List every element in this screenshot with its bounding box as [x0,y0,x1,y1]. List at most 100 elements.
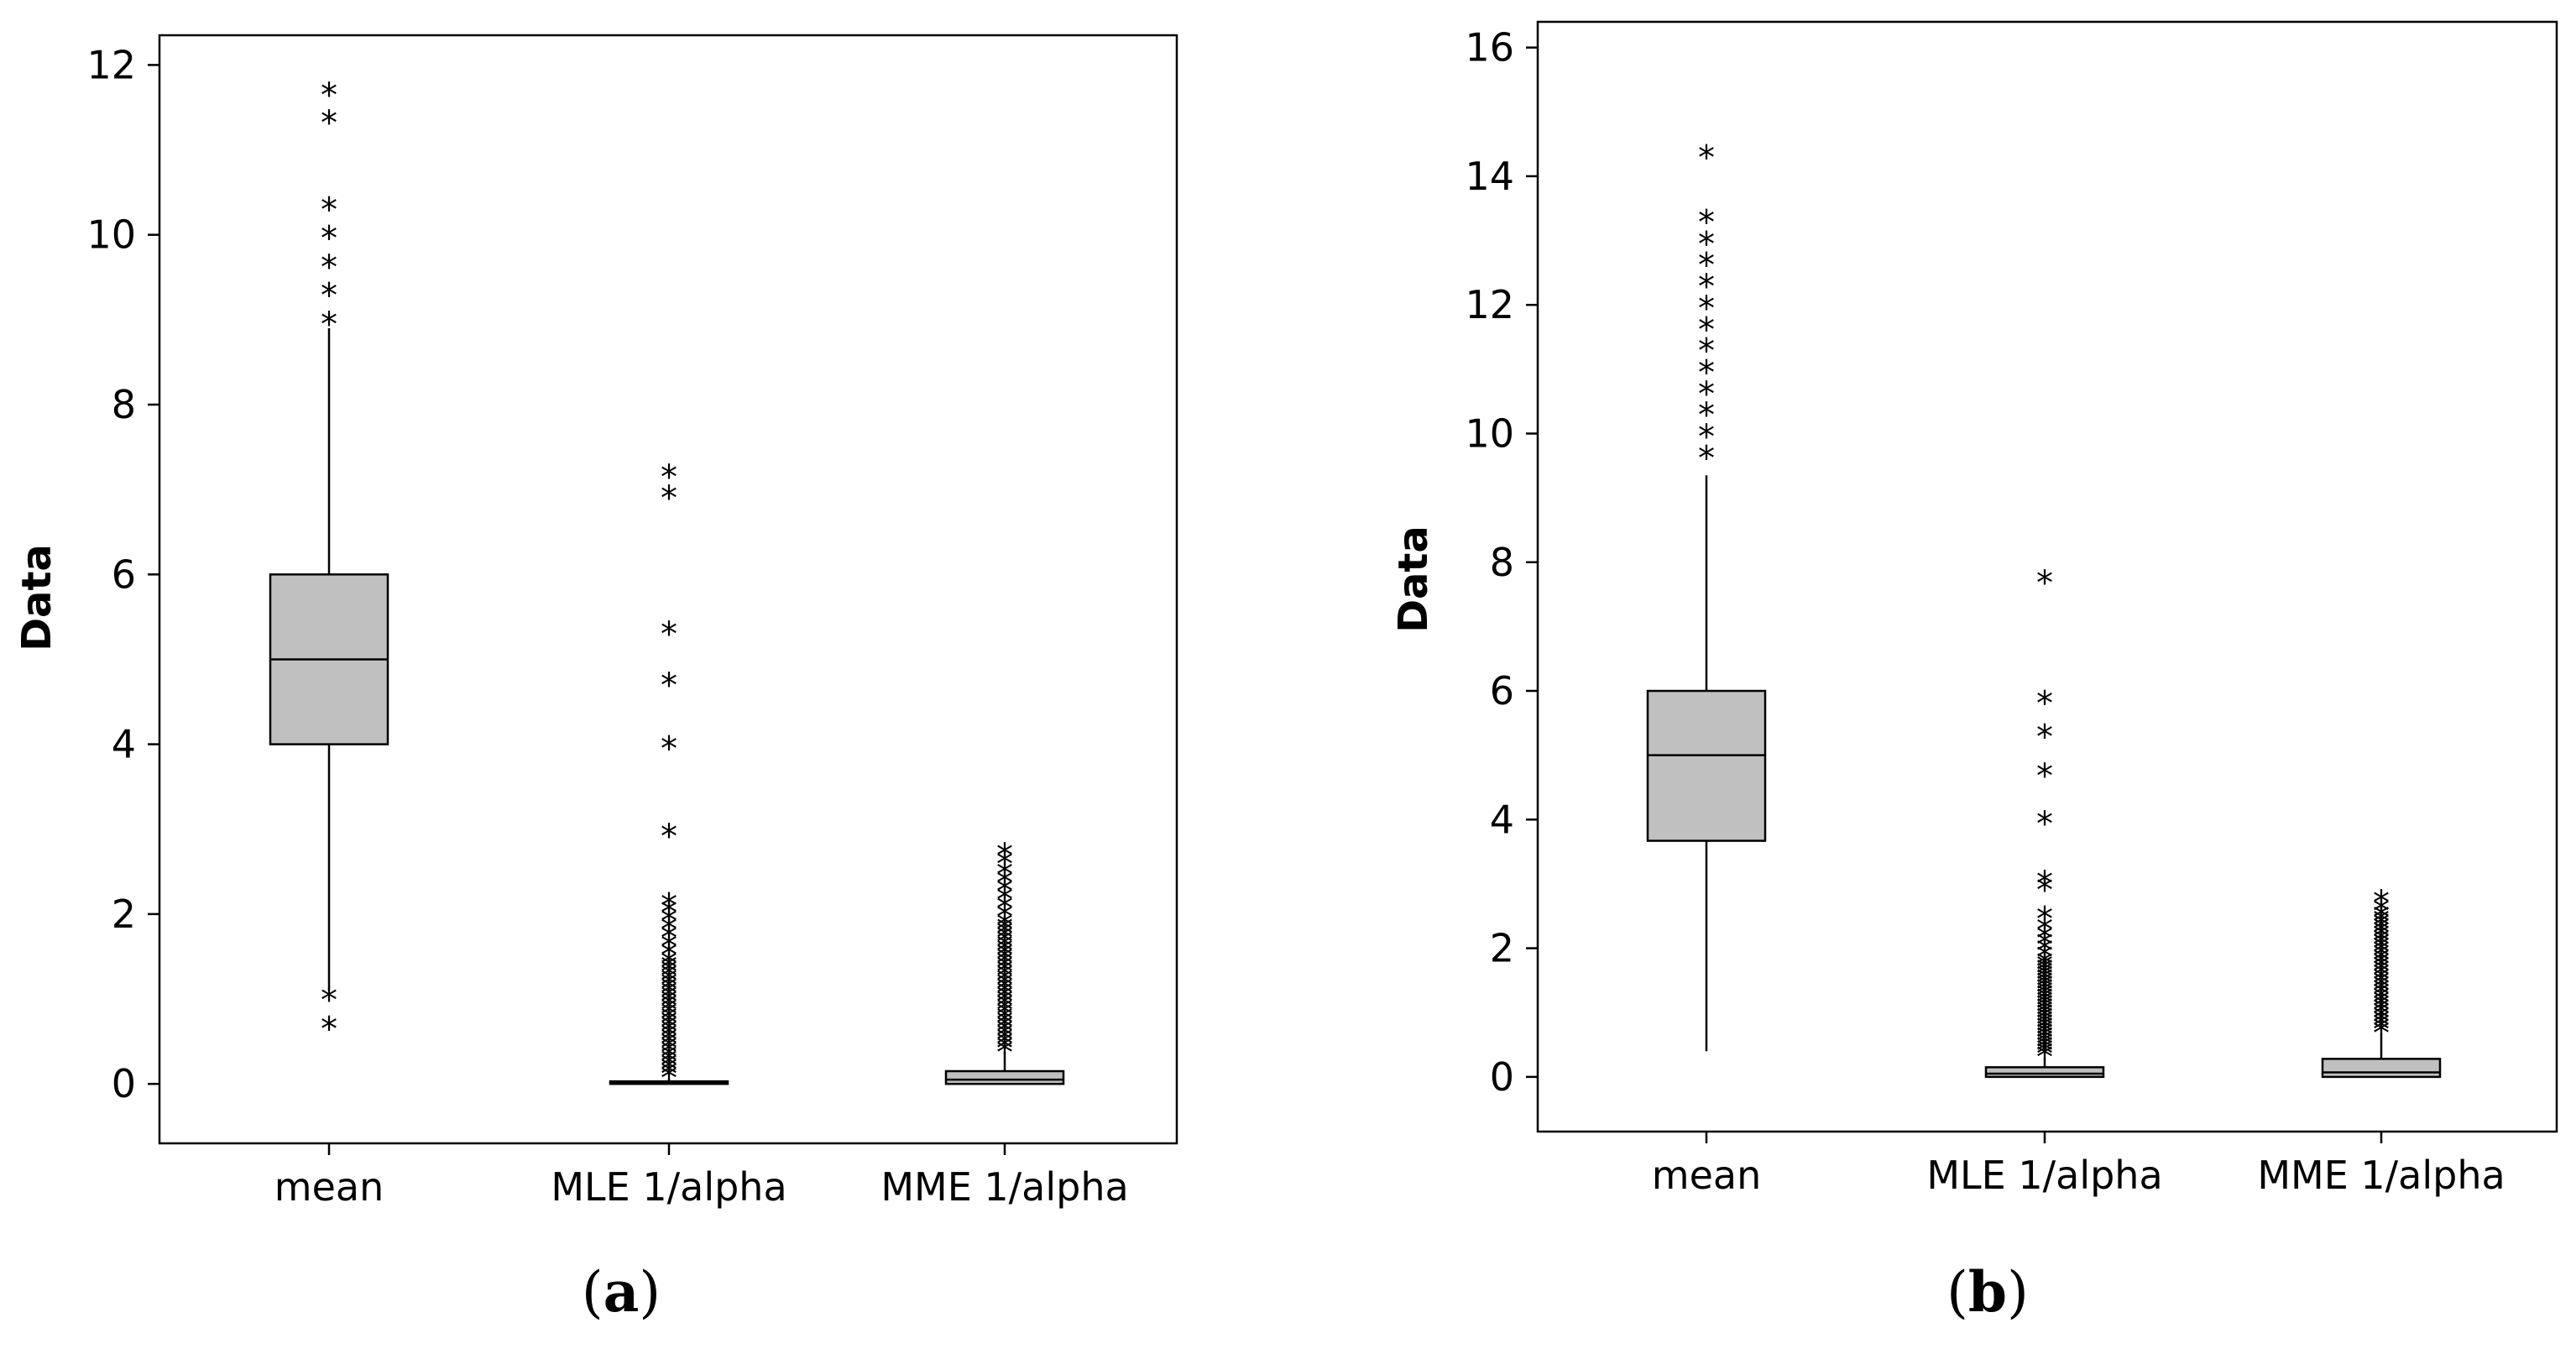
outlier-point: * [321,306,337,344]
outlier-point: * [996,1017,1013,1056]
outlier-point: * [996,1000,1013,1038]
outlier-point: * [2036,1029,2053,1068]
outlier-point: * [996,1004,1013,1043]
box-mean: ************* [1646,139,1767,1052]
y-tick-label: 16 [1465,25,1514,71]
outlier-point: * [2036,968,2053,1007]
outlier-point: * [2373,996,2390,1034]
outlier-point: * [996,881,1013,920]
outlier-point: * [2373,907,2390,945]
outlier-point: * [661,1055,677,1094]
outlier-point: * [661,1012,677,1051]
outlier-point: * [2036,1035,2053,1074]
outlier-point: * [321,104,337,143]
outlier-point: * [661,1043,677,1081]
outlier-point: * [996,945,1013,984]
outlier-point: * [661,1008,677,1047]
outlier-point: * [996,1030,1013,1069]
outlier-point: * [661,894,677,933]
y-tick-label: 6 [1490,668,1514,714]
outlier-point: * [661,983,677,1022]
outlier-point: * [661,975,677,1013]
plot-frame [1536,20,2558,1133]
outlier-point: * [2036,757,2053,796]
outlier-point: * [2036,911,2053,949]
outlier-point: * [661,954,677,992]
iqr-box [1646,689,1767,842]
box-mle-1-alpha: ****************************************… [1984,564,2105,1079]
outlier-point: * [2373,968,2390,1007]
outlier-point: * [1698,268,1715,306]
outlier-point: * [996,996,1013,1034]
outlier-point: * [1698,139,1715,178]
outlier-point: * [321,220,337,259]
panel-b: 0 2 4 6 8 10 12 14 16 Data mean MLE 1/alpha MME 1/al… [1390,20,2558,1325]
outlier-point: * [661,1026,677,1064]
outlier-point: * [2373,899,2390,938]
outlier-point: * [2373,957,2390,996]
outlier-point: * [2373,926,2390,965]
outlier-point: * [2036,980,2053,1019]
outlier-point: * [2036,926,2053,965]
outlier-point: * [2036,945,2053,984]
outlier-point: * [2373,984,2390,1022]
outlier-point: * [321,981,337,1020]
outlier-point: * [2373,1011,2390,1049]
outlier-point: * [2036,1016,2053,1054]
outlier-point: * [996,1008,1013,1047]
outlier-point: * [2373,991,2390,1030]
outlier-point: * [996,983,1013,1022]
outlier-point: * [2373,949,2390,988]
outlier-point: * [2373,938,2390,976]
outlier-point: * [996,864,1013,902]
outlier-point: * [996,958,1013,996]
outlier-point: * [996,970,1013,1009]
outlier-point: * [2373,980,2390,1018]
outlier-point: * [661,1022,677,1060]
outlier-point: * [1698,440,1715,478]
outlier-point: * [2036,993,2053,1032]
outlier-point: * [996,915,1013,954]
outlier-point: * [996,987,1013,1026]
y-tick-label: 2 [112,891,136,937]
outlier-point: * [996,898,1013,937]
outlier-point: * [661,1004,677,1043]
outlier-point: * [661,919,677,958]
panel-label: (b) [1946,1259,2029,1325]
outlier-point: * [2036,977,2053,1016]
outlier-point: * [321,76,337,115]
y-tick-label: 0 [1490,1054,1514,1100]
x-tick-label: mean [1652,1153,1761,1198]
outlier-point: * [1698,247,1715,285]
outlier-point: * [661,1034,677,1073]
outlier-point: * [996,940,1013,979]
outlier-point: * [996,932,1013,970]
outlier-point: * [996,979,1013,1017]
outlier-point: * [2373,945,2390,984]
outlier-point: * [996,837,1013,876]
outlier-point: * [2373,953,2390,991]
outlier-point: * [2036,974,2053,1012]
outlier-point: * [661,458,677,497]
outlier-point: * [661,970,677,1009]
outlier-point: * [321,248,337,287]
outlier-point: * [2036,1026,2053,1064]
outlier-point: * [661,958,677,996]
y-axis-label: Data [13,544,60,651]
outlier-point: * [1698,375,1715,414]
outlier-point: * [2036,1007,2053,1045]
outlier-point: * [661,936,677,975]
box-mean: ********* [269,76,389,1048]
outlier-point: * [996,873,1013,912]
outlier-point: * [2373,941,2390,980]
outlier-point: * [661,991,677,1030]
outlier-point: * [996,919,1013,958]
outlier-point: * [1698,203,1715,242]
y-tick-label: 14 [1465,154,1514,199]
x-tick-label: MME 1/alpha [880,1164,1128,1210]
outlier-point: * [661,1059,677,1098]
outlier-point: * [996,907,1013,945]
outlier-point: * [2036,564,2053,603]
